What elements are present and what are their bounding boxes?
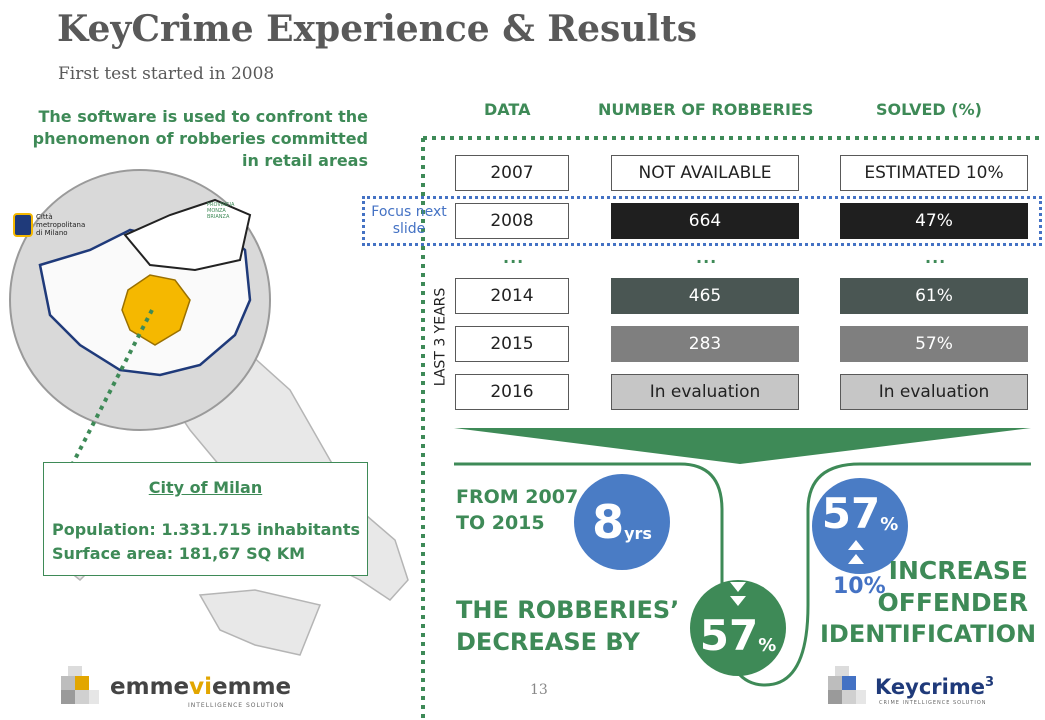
- keycrime-logo-icon: [828, 666, 866, 704]
- years-circle: 8 yrs: [574, 474, 670, 570]
- focus-label: Focus next slide: [371, 204, 447, 237]
- decrease-value: 57: [699, 610, 759, 660]
- funnel-arrow: [454, 428, 1031, 464]
- keycrime-logo: Keycrime3: [875, 675, 995, 699]
- keycrime-tagline: CRIME INTELLIGENCE SOLUTION: [879, 700, 987, 706]
- city-population: Population: 1.331.715 inhabitants: [52, 520, 360, 539]
- cell-solved: In evaluation: [840, 374, 1028, 410]
- ellipsis: ...: [696, 248, 718, 267]
- monza-area: [123, 198, 252, 272]
- emmeviemme-logo-icon: [61, 666, 99, 704]
- decrease-circle: 57%: [690, 580, 786, 676]
- page-number: 13: [530, 682, 548, 698]
- cell-robberies: 465: [611, 278, 799, 314]
- cell-year: 2015: [455, 326, 569, 362]
- city-title: City of Milan: [148, 478, 263, 497]
- city-info-box: [43, 462, 368, 576]
- emmeviemme-tagline: INTELLIGENCE SOLUTION: [188, 702, 285, 709]
- period-line-2: TO 2015: [456, 512, 545, 534]
- right-curve-divider: [764, 462, 1031, 687]
- cell-year: 2008: [455, 203, 569, 239]
- decrease-line-1: THE ROBBERIES’: [456, 596, 680, 624]
- coat-of-arms-icon: [13, 213, 33, 237]
- page-title: KeyCrime Experience & Results: [57, 8, 698, 50]
- focus-highlight: [362, 196, 1042, 246]
- base-value: 10%: [833, 574, 886, 599]
- header-data: DATA: [484, 100, 531, 119]
- ellipsis: ...: [503, 248, 525, 267]
- table-frame: [421, 136, 1043, 718]
- increase-circle: 57%: [812, 478, 908, 574]
- increase-line-1: INCREASE: [888, 556, 1028, 585]
- cell-solved: 61%: [840, 278, 1028, 314]
- header-robberies: NUMBER OF ROBBERIES: [598, 100, 814, 119]
- connector-line: [70, 309, 154, 466]
- page-subtitle: First test started in 2008: [58, 64, 275, 84]
- metro-label: Città metropolitana di Milano: [36, 213, 86, 237]
- years-unit: yrs: [624, 523, 652, 543]
- down-arrows-icon: [730, 582, 746, 606]
- cell-robberies: 283: [611, 326, 799, 362]
- cell-solved: 47%: [840, 203, 1028, 239]
- years-value: 8: [592, 495, 625, 549]
- increase-line-3: IDENTIFICATION: [820, 620, 1037, 648]
- increase-line-2: OFFENDER: [877, 588, 1029, 617]
- emmeviemme-logo: emmeviemme: [110, 674, 292, 700]
- cell-robberies: NOT AVAILABLE: [611, 155, 799, 191]
- description-text: The software is used to confront the phe…: [32, 107, 368, 170]
- italy-map: [9, 169, 409, 656]
- decrease-line-2: DECREASE BY: [456, 628, 640, 656]
- city-surface: Surface area: 181,67 SQ KM: [52, 544, 306, 563]
- cell-robberies: 664: [611, 203, 799, 239]
- cell-solved: 57%: [840, 326, 1028, 362]
- milan-city-area: [121, 274, 191, 346]
- last-3-years-label: LAST 3 YEARS: [432, 287, 449, 387]
- cell-solved: ESTIMATED 10%: [840, 155, 1028, 191]
- ellipsis: ...: [925, 248, 947, 267]
- province-label: PROVINCIA MONZA BRIANZA: [207, 202, 235, 220]
- increase-unit: %: [880, 513, 899, 535]
- decrease-unit: %: [758, 634, 777, 656]
- cell-robberies: In evaluation: [611, 374, 799, 410]
- cell-year: 2007: [455, 155, 569, 191]
- cell-year: 2014: [455, 278, 569, 314]
- sicily-outline: [198, 589, 322, 656]
- up-arrows-icon: [848, 540, 864, 564]
- increase-value: 57: [821, 488, 881, 538]
- cell-year: 2016: [455, 374, 569, 410]
- period-line-1: FROM 2007: [456, 486, 579, 508]
- header-solved: SOLVED (%): [876, 100, 982, 119]
